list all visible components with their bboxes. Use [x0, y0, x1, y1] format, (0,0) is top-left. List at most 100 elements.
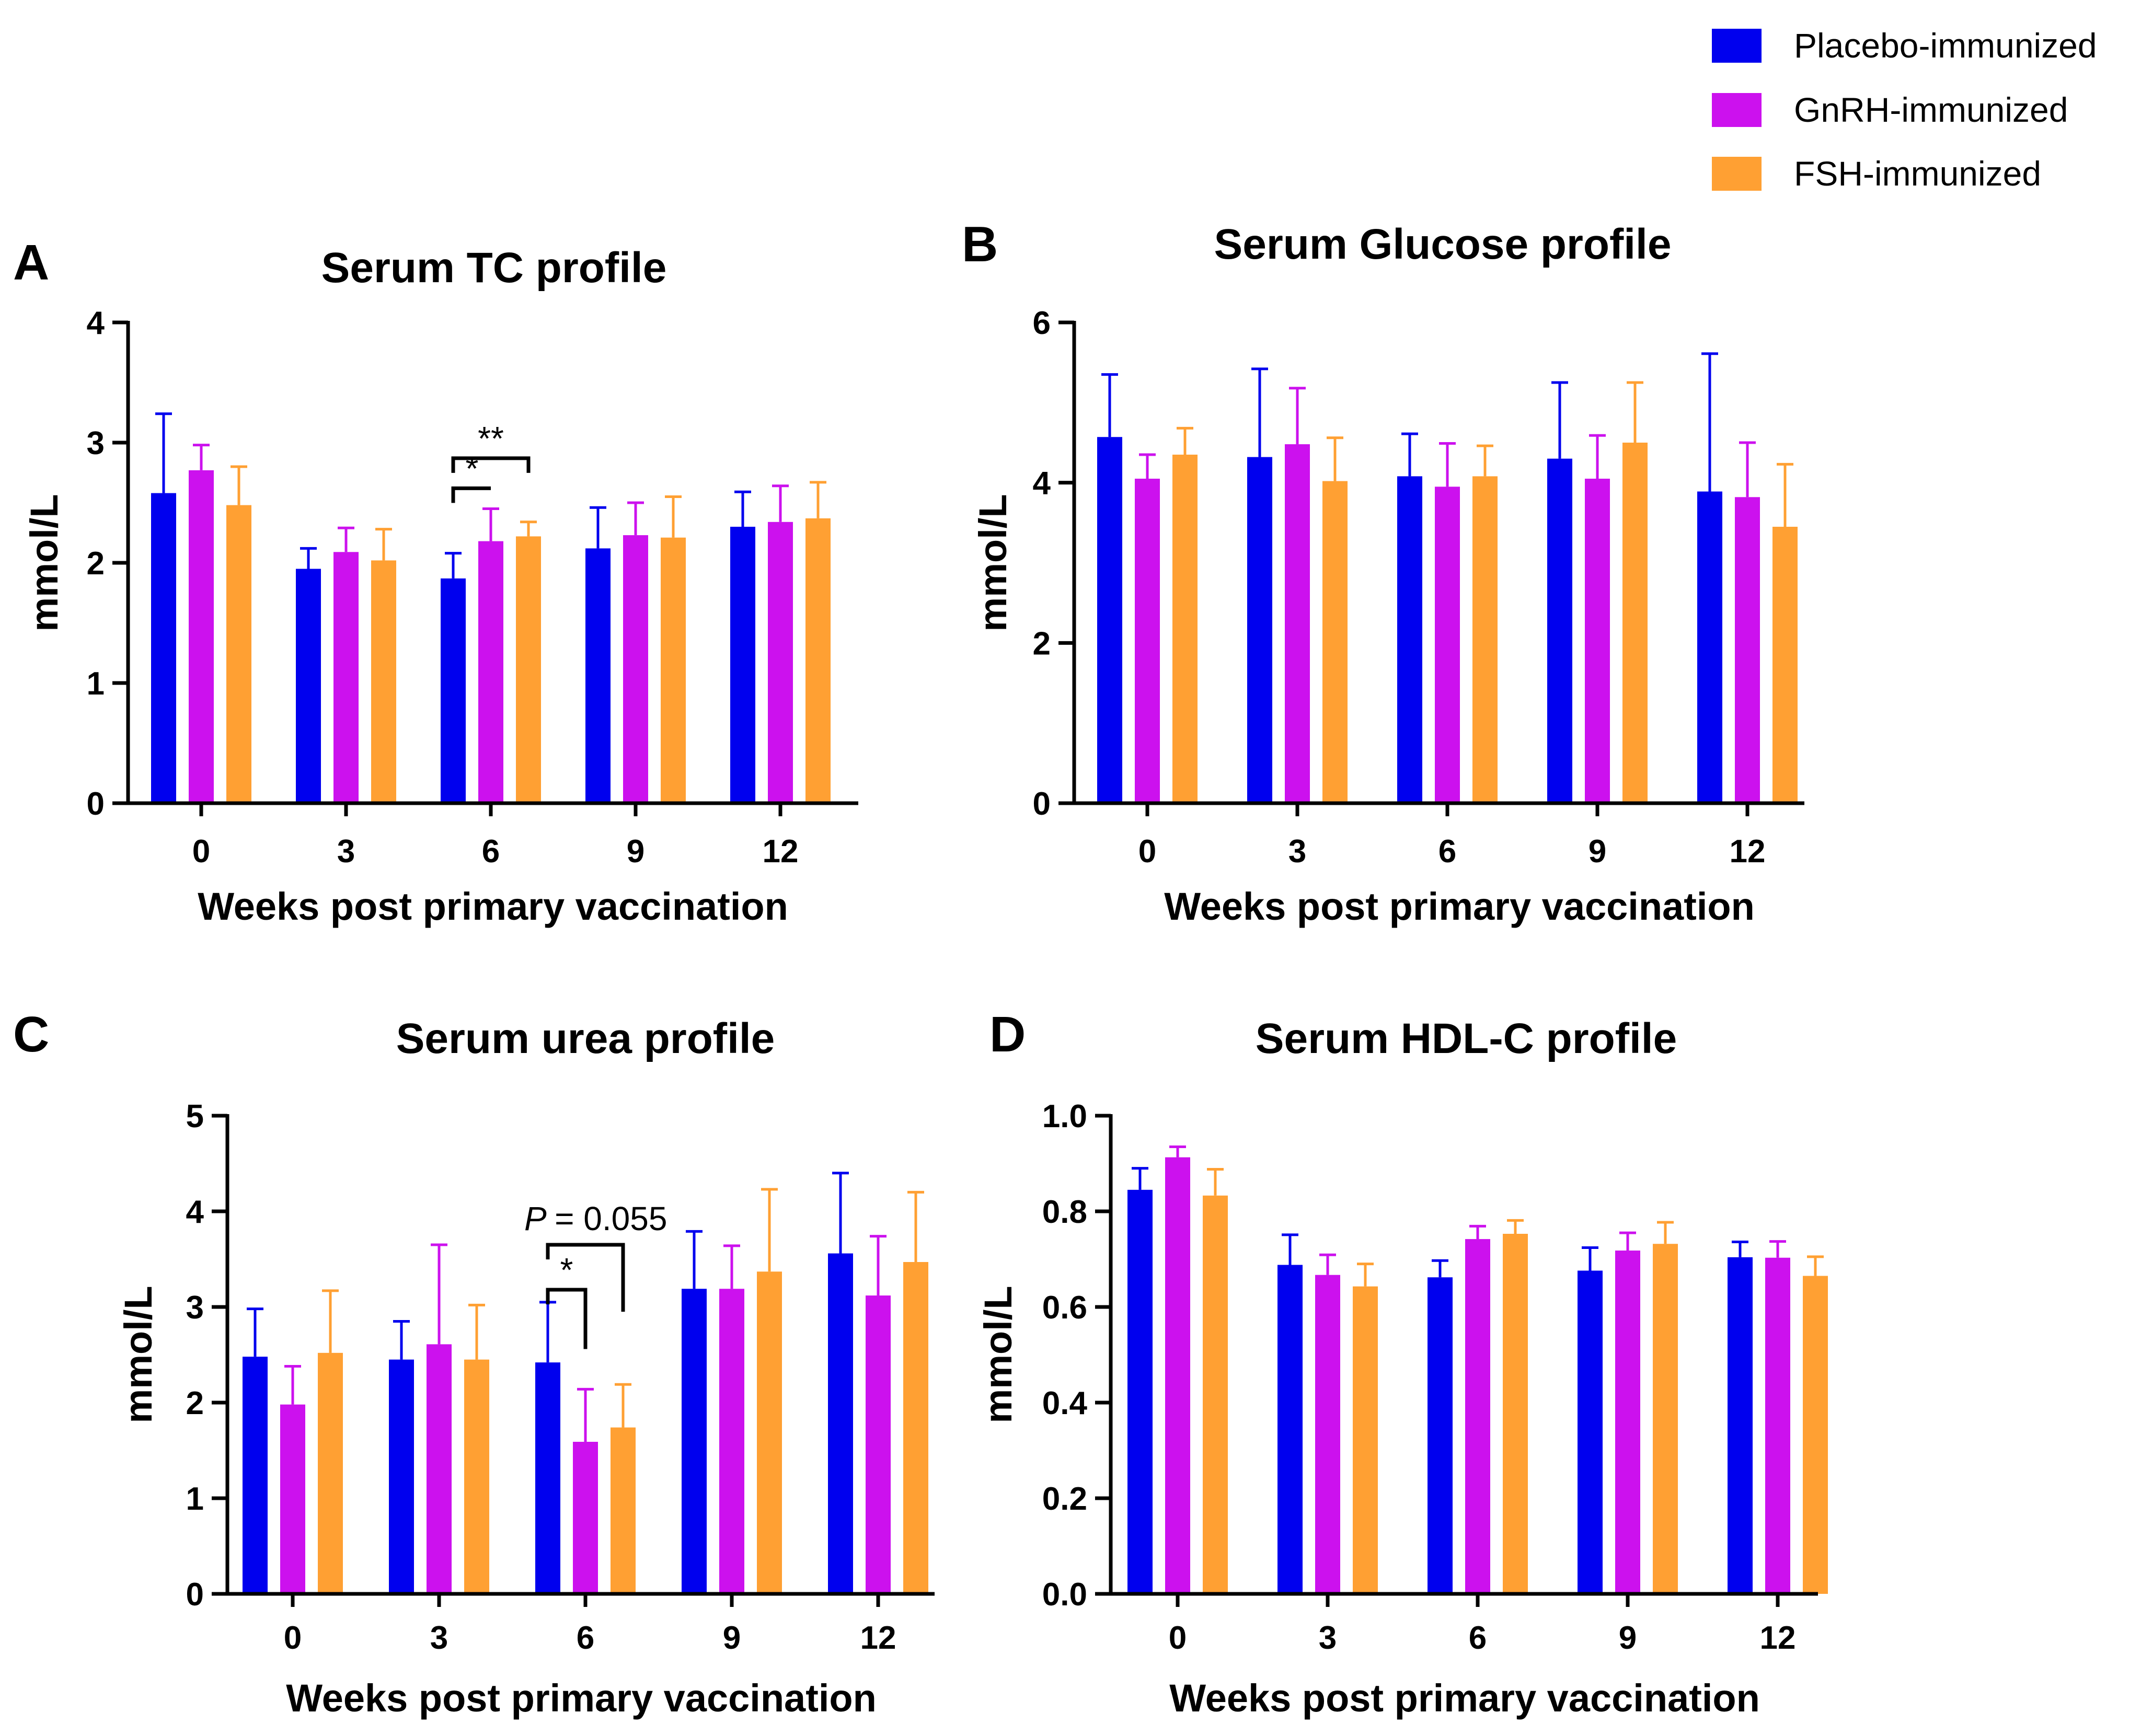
bar-gnrh-immunized-3	[333, 552, 359, 803]
bar-placebo-immunized-9	[1547, 458, 1572, 803]
y-axis-title: mmol/L	[22, 494, 66, 631]
bracket-line	[451, 456, 531, 473]
bracket-line	[546, 1288, 588, 1349]
bar-placebo-immunized-3	[1247, 457, 1272, 803]
bar-placebo-immunized-6	[441, 578, 466, 803]
x-tick-label-12: 12	[763, 834, 799, 870]
bar-placebo-immunized-12	[828, 1253, 853, 1594]
y-tick-label-2: 2	[186, 1385, 204, 1421]
bar-fsh-immunized-6	[1503, 1234, 1528, 1594]
bar-gnrh-immunized-6	[573, 1442, 598, 1594]
bar-placebo-immunized-0	[1097, 437, 1122, 803]
bar-gnrh-immunized-9	[1615, 1251, 1640, 1594]
x-axis-title: Weeks post primary vaccination	[1164, 885, 1755, 928]
y-tick-label-0: 0	[87, 786, 105, 822]
x-tick-label-0: 0	[1169, 1620, 1187, 1656]
bar-gnrh-immunized-0	[1135, 479, 1160, 803]
x-axis-title: Weeks post primary vaccination	[198, 885, 788, 928]
x-tick-label-3: 3	[337, 834, 355, 870]
legend-label-2: FSH-immunized	[1794, 154, 2041, 193]
bar-fsh-immunized-12	[903, 1262, 928, 1594]
bar-fsh-immunized-12	[1772, 527, 1798, 803]
panel-title: Serum TC profile	[321, 244, 667, 292]
bar-gnrh-immunized-0	[189, 470, 214, 803]
bar-fsh-immunized-0	[318, 1352, 343, 1594]
y-tick-label-4: 4	[186, 1194, 204, 1230]
y-tick-label-0.2: 0.2	[1042, 1481, 1087, 1517]
bar-gnrh-immunized-3	[1285, 444, 1310, 803]
x-tick-label-3: 3	[1319, 1620, 1337, 1656]
y-tick-label-0.6: 0.6	[1042, 1290, 1087, 1326]
x-tick-label-3: 3	[430, 1620, 448, 1656]
bar-gnrh-immunized-6	[1465, 1239, 1490, 1594]
bar-gnrh-immunized-12	[1765, 1257, 1790, 1594]
y-axis-title: mmol/L	[976, 1286, 1020, 1423]
bar-fsh-immunized-3	[1353, 1286, 1378, 1594]
bar-fsh-immunized-0	[1203, 1195, 1228, 1594]
legend-label-0: Placebo-immunized	[1794, 26, 2097, 65]
y-tick-label-2: 2	[1033, 626, 1051, 662]
bars	[243, 1172, 928, 1594]
y-tick-label-0: 0	[186, 1577, 204, 1613]
bar-placebo-immunized-6	[1428, 1277, 1453, 1594]
bar-fsh-immunized-6	[1472, 476, 1498, 803]
significance-label: *	[466, 449, 479, 487]
bar-fsh-immunized-12	[1803, 1276, 1828, 1594]
x-tick-label-0: 0	[192, 834, 210, 870]
bar-placebo-immunized-9	[1578, 1270, 1603, 1594]
significance-label: **	[478, 420, 504, 457]
bar-placebo-immunized-12	[1728, 1257, 1753, 1594]
bar-gnrh-immunized-12	[866, 1295, 891, 1594]
x-tick-label-12: 12	[1730, 834, 1766, 870]
bar-fsh-immunized-3	[1322, 481, 1348, 803]
y-tick-label-1: 1	[186, 1481, 204, 1517]
x-tick-label-6: 6	[1438, 834, 1456, 870]
bar-fsh-immunized-9	[1653, 1244, 1678, 1594]
panel-B: B Serum Glucose profile mmol/L Weeks post p…	[962, 216, 1804, 928]
bar-placebo-immunized-9	[682, 1289, 707, 1594]
y-tick-label-3: 3	[186, 1290, 204, 1326]
x-tick-label-6: 6	[482, 834, 500, 870]
bar-gnrh-immunized-0	[280, 1404, 305, 1594]
bar-placebo-immunized-0	[151, 493, 176, 803]
panel-title: Serum HDL-C profile	[1256, 1015, 1677, 1062]
bar-placebo-immunized-12	[1697, 491, 1722, 803]
bar-gnrh-immunized-9	[719, 1289, 744, 1594]
bars	[1097, 352, 1798, 803]
y-tick-label-0: 0	[1033, 786, 1051, 822]
bar-placebo-immunized-3	[1277, 1265, 1303, 1594]
bar-fsh-immunized-0	[1172, 455, 1198, 803]
bars	[151, 412, 831, 803]
bar-gnrh-immunized-3	[1315, 1275, 1340, 1594]
panel-D: D Serum HDL-C profile mmol/L Weeks post pri…	[976, 1006, 1828, 1720]
bar-placebo-immunized-3	[389, 1359, 414, 1594]
bar-placebo-immunized-0	[243, 1357, 268, 1594]
x-tick-label-6: 6	[577, 1620, 594, 1656]
bar-fsh-immunized-3	[371, 560, 396, 803]
significance-label: P = 0.055	[524, 1200, 667, 1237]
bracket-line	[451, 486, 491, 503]
legend: Placebo-immunized GnRH-immunized FSH-immun…	[1712, 26, 2097, 193]
panel-letter: B	[962, 216, 998, 272]
y-tick-label-6: 6	[1033, 305, 1051, 341]
panel-title: Serum urea profile	[396, 1015, 775, 1062]
bar-placebo-immunized-6	[535, 1362, 560, 1594]
x-tick-label-9: 9	[1619, 1620, 1637, 1656]
x-tick-label-12: 12	[1760, 1620, 1796, 1656]
significance-label-value: = 0.055	[555, 1200, 667, 1237]
x-axis-title: Weeks post primary vaccination	[1169, 1676, 1760, 1720]
y-tick-label-4: 4	[87, 305, 105, 341]
legend-swatch-0	[1712, 29, 1762, 63]
panel-C: C Serum urea profile mmol/L Weeks post prim…	[13, 1006, 935, 1720]
bar-gnrh-immunized-9	[623, 535, 648, 803]
legend-label-1: GnRH-immunized	[1794, 90, 2068, 129]
bar-gnrh-immunized-3	[427, 1344, 452, 1594]
x-tick-label-0: 0	[284, 1620, 302, 1656]
bar-placebo-immunized-0	[1127, 1189, 1153, 1594]
significance-bracket-1: P = 0.055	[524, 1200, 667, 1312]
x-tick-label-3: 3	[1288, 834, 1306, 870]
bar-fsh-immunized-0	[226, 505, 251, 803]
chart-panels: A Serum TC profile mmol/L Weeks post primar…	[13, 216, 1828, 1720]
bar-fsh-immunized-12	[805, 518, 831, 803]
